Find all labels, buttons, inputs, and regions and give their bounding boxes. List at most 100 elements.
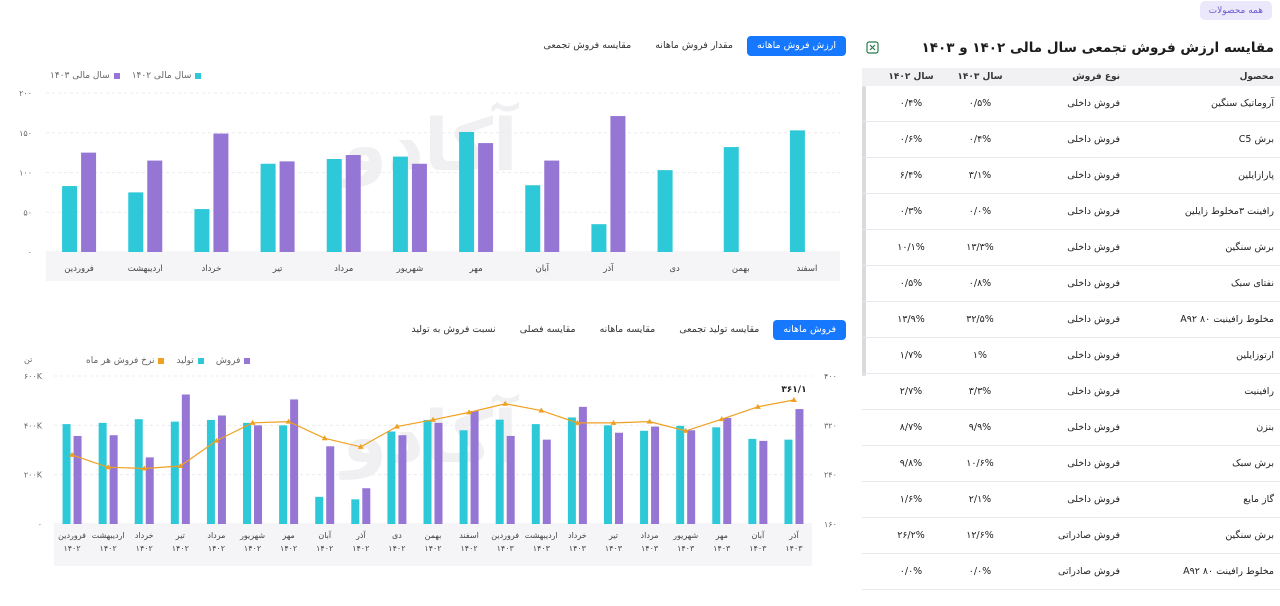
- x-tick-label-month: تیر: [608, 531, 618, 540]
- tab-monthly-compare[interactable]: مقایسه ماهانه: [599, 324, 656, 335]
- x-tick-label: اسفند: [797, 264, 818, 274]
- table-row[interactable]: بنزن فروش داخلی ۹/۹% ۸/۷%: [862, 410, 1280, 446]
- y-tick-label: ۱۵۰: [19, 129, 32, 138]
- cell-product: نفتای سبک: [1231, 278, 1274, 289]
- header-product[interactable]: محصول: [1239, 72, 1274, 82]
- bar-sales: [145, 457, 154, 524]
- cell-year-1403: ۳۲/۵%: [966, 314, 994, 325]
- cell-year-1402: ۰/۵%: [899, 278, 923, 289]
- bar-production: [315, 496, 324, 524]
- table-row[interactable]: رافینت ۳مخلوط زایلین فروش داخلی ۰/۰% ۰/۳%: [862, 194, 1280, 230]
- sales-rate-point: [574, 419, 581, 425]
- cell-sales-type: فروش داخلی: [1067, 422, 1120, 433]
- sales-rate-point: [682, 427, 689, 433]
- header-sales-type[interactable]: نوع فروش: [1072, 72, 1120, 82]
- tab-cumulative-sales-compare[interactable]: مقایسه فروش تجمعی: [543, 40, 632, 51]
- y-left-tick-label: ۲۰۰K: [24, 471, 43, 480]
- table-row[interactable]: برش سبک فروش داخلی ۱۰/۶% ۹/۸%: [862, 446, 1280, 482]
- x-tick-label-year: ۱۴۰۲: [316, 544, 333, 553]
- sales-rate-point: [718, 416, 725, 422]
- x-tick-label-month: اسفند: [459, 531, 479, 540]
- x-axis-band: [54, 524, 812, 566]
- legend-item-sales[interactable]: فروش: [216, 356, 251, 366]
- bar-sales: [398, 435, 407, 524]
- table-row[interactable]: مخلوط رافینت ۸۰ A۹۲ فروش صادراتی ۰/۰% ۰/۰%: [862, 554, 1280, 590]
- table-row[interactable]: برش سنگین فروش داخلی ۱۳/۳% ۱۰/۱%: [862, 230, 1280, 266]
- table-row[interactable]: برش سنگین فروش صادراتی ۱۲/۶% ۲۶/۲%: [862, 518, 1280, 554]
- sales-rate-point: [141, 465, 148, 471]
- x-tick-label-year: ۱۴۰۲: [100, 544, 117, 553]
- sales-rate-point: [610, 419, 617, 425]
- sales-rate-point: [321, 435, 328, 441]
- y-axis-unit-label: تن: [24, 355, 32, 364]
- cell-sales-type: فروش صادراتی: [1058, 566, 1120, 577]
- bar-1403: [279, 161, 295, 252]
- bar-production: [351, 499, 360, 524]
- table-row[interactable]: آروماتیک سنگین فروش داخلی ۰/۵% ۰/۴%: [862, 86, 1280, 122]
- cell-year-1402: ۰/۳%: [899, 206, 923, 217]
- bar-1402: [392, 156, 408, 252]
- tab-seasonal-compare[interactable]: مقایسه فصلی: [519, 324, 576, 335]
- cell-year-1403: ۳/۱%: [968, 170, 992, 181]
- legend-item-1402[interactable]: سال مالی ۱۴۰۲: [132, 71, 202, 81]
- header-year-1402[interactable]: سال ۱۴۰۲: [888, 72, 934, 82]
- legend-label-sales-rate: نرخ فروش هر ماه: [86, 356, 155, 366]
- table-row[interactable]: رافینیت فروش داخلی ۳/۳% ۲/۷%: [862, 374, 1280, 410]
- x-tick-label-month: خرداد: [135, 531, 154, 540]
- all-products-button[interactable]: همه محصولات: [1199, 1, 1272, 20]
- cell-sales-type: فروش داخلی: [1067, 386, 1120, 397]
- x-tick-label: مهر: [468, 264, 482, 274]
- table-row[interactable]: گاز مایع فروش داخلی ۲/۱% ۱/۶%: [862, 482, 1280, 518]
- table-row[interactable]: ارتوزایلین فروش داخلی ۱% ۱/۷%: [862, 338, 1280, 374]
- cell-product: رافینیت: [1244, 386, 1274, 397]
- table-row[interactable]: مخلوط رافینیت ۸۰ A۹۲ فروش داخلی ۳۲/۵% ۱۳/۹%: [862, 302, 1280, 338]
- table-header: محصول نوع فروش سال ۱۴۰۳ سال ۱۴۰۲: [862, 68, 1280, 86]
- table-row[interactable]: نفتای سبک فروش داخلی ۰/۸% ۰/۵%: [862, 266, 1280, 302]
- cell-product: برش سبک: [1232, 458, 1274, 469]
- legend-swatch-orange: [158, 357, 165, 364]
- bar-sales: [434, 422, 443, 524]
- sales-rate-point: [754, 403, 761, 409]
- tab-sales-to-production-ratio[interactable]: نسبت فروش به تولید: [411, 324, 496, 335]
- sales-rate-point: [213, 437, 220, 443]
- bar-1402: [194, 209, 210, 252]
- x-tick-label-year: ۱۴۰۲: [208, 544, 225, 553]
- cell-product: بنزن: [1256, 422, 1274, 433]
- legend-item-1403[interactable]: سال مالی ۱۴۰۳: [50, 71, 120, 81]
- cell-year-1403: ۲/۱%: [968, 494, 992, 505]
- sales-rate-point: [177, 463, 184, 469]
- tab-monthly-sales-quantity[interactable]: مقدار فروش ماهانه: [655, 40, 733, 51]
- bar-production: [387, 431, 396, 524]
- bar-1403: [411, 163, 427, 252]
- last-point-label: ۳۶۱/۱: [781, 385, 806, 395]
- table-row[interactable]: پارازایلین فروش داخلی ۳/۱% ۶/۴%: [862, 158, 1280, 194]
- table-row[interactable]: برش C5 فروش داخلی ۰/۴% ۰/۶%: [862, 122, 1280, 158]
- x-tick-label-month: فروردین: [491, 531, 519, 540]
- bar-1403: [478, 143, 494, 252]
- legend-item-sales-rate[interactable]: نرخ فروش هر ماه: [86, 356, 165, 366]
- cell-year-1402: ۰/۶%: [899, 134, 923, 145]
- tab-cumulative-production-compare[interactable]: مقایسه تولید تجمعی: [679, 324, 760, 335]
- bar-sales: [254, 425, 263, 524]
- x-tick-label: آذر: [602, 262, 614, 274]
- sales-rate-point: [105, 464, 112, 470]
- bar-1402: [326, 158, 342, 252]
- bottom-chart-legend: فروش تولید نرخ فروش هر ماه: [86, 356, 251, 366]
- bar-sales: [795, 409, 804, 524]
- y-left-tick-label: ۶۰۰K: [24, 372, 43, 381]
- top-chart-tabs: ارزش فروش ماهانه مقدار فروش ماهانه مقایس…: [533, 36, 846, 56]
- legend-label-sales: فروش: [215, 356, 241, 366]
- table-scrollbar[interactable]: [862, 86, 866, 376]
- bar-production: [459, 430, 468, 524]
- legend-item-production[interactable]: تولید: [176, 356, 204, 366]
- export-excel-icon[interactable]: [866, 41, 879, 54]
- tab-monthly-sales-value[interactable]: ارزش فروش ماهانه: [746, 36, 846, 56]
- bar-1402: [128, 192, 144, 252]
- header-year-1403[interactable]: سال ۱۴۰۳: [957, 72, 1003, 82]
- tab-monthly-sales[interactable]: فروش ماهانه: [773, 320, 846, 340]
- y-tick-label: ۲۰۰: [19, 89, 32, 98]
- x-tick-label-year: ۱۴۰۳: [605, 544, 623, 553]
- bar-sales: [181, 394, 190, 524]
- bar-sales: [217, 415, 226, 524]
